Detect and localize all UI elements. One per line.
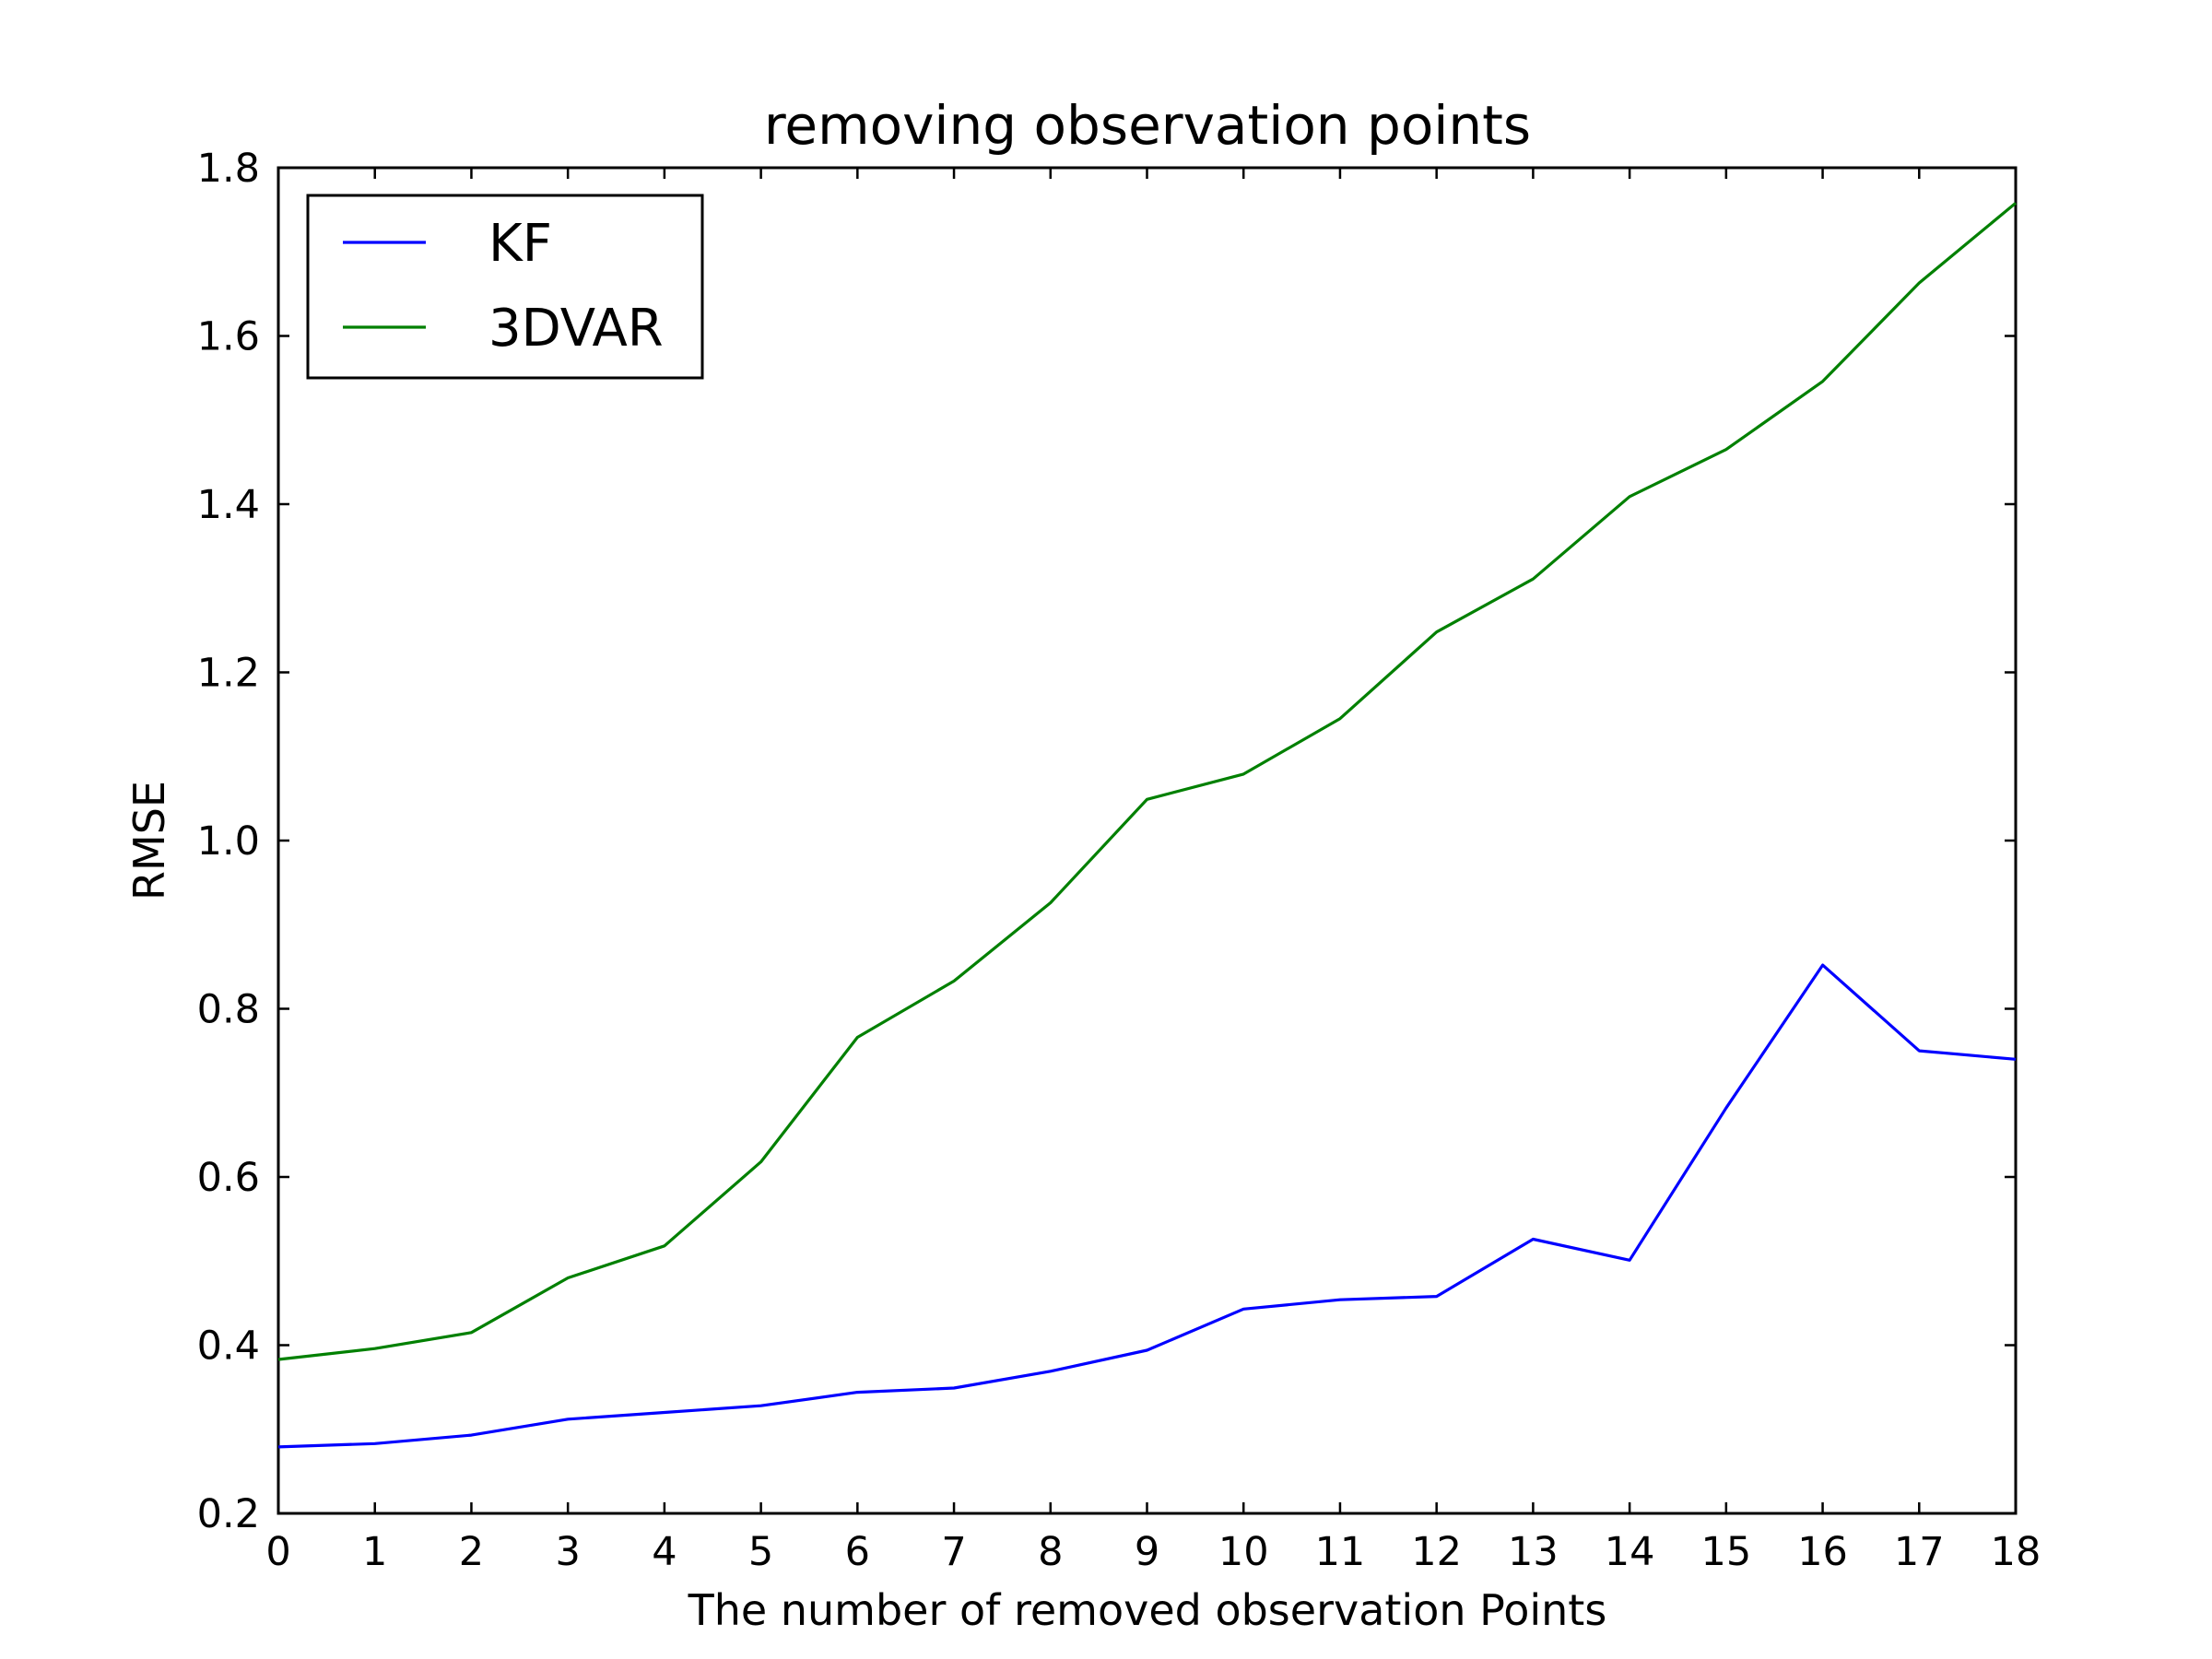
y-axis: 0.2 0.4 0.6 0.8 1.0 1.2 1.4 1.6 1.8 — [197, 146, 2016, 1537]
x-tick-label: 4 — [652, 1529, 677, 1575]
x-tick-label: 1 — [362, 1529, 387, 1575]
legend-box — [306, 194, 704, 380]
x-tick-label: 5 — [748, 1529, 773, 1575]
x-tick-label: 3 — [555, 1529, 580, 1575]
y-tick-label: 0.4 — [197, 1324, 260, 1370]
y-tick-label: 1.6 — [197, 314, 260, 360]
x-tick-label: 10 — [1218, 1529, 1269, 1575]
legend: KF 3DVAR — [306, 194, 704, 380]
y-axis-label: RMSE — [124, 781, 174, 900]
y-tick-label: 0.8 — [197, 987, 260, 1033]
x-tick-label: 12 — [1411, 1529, 1462, 1575]
x-tick-label: 0 — [265, 1529, 290, 1575]
y-tick-label: 1.8 — [197, 146, 260, 192]
y-tick-label: 0.6 — [197, 1155, 260, 1201]
x-axis: 0 1 2 3 4 5 6 7 8 9 10 11 12 13 14 15 16 17 18 — [265, 168, 2041, 1575]
y-tick-label: 1.2 — [197, 651, 260, 697]
y-tick-label: 1.0 — [197, 818, 260, 865]
legend-label-3dvar: 3DVAR — [488, 299, 664, 359]
y-tick-label: 1.4 — [197, 482, 260, 528]
x-tick-label: 9 — [1135, 1529, 1159, 1575]
x-tick-label: 14 — [1605, 1529, 1655, 1575]
x-tick-label: 16 — [1797, 1529, 1848, 1575]
chart-title: removing observation points — [764, 94, 1531, 157]
x-tick-label: 18 — [1991, 1529, 2041, 1575]
x-tick-label: 7 — [941, 1529, 966, 1575]
x-tick-label: 8 — [1038, 1529, 1063, 1575]
legend-label-kf: KF — [488, 214, 552, 274]
x-tick-label: 15 — [1700, 1529, 1751, 1575]
x-axis-label: The number of removed observation Points — [688, 1585, 1607, 1635]
series-line-kf — [277, 963, 2017, 1449]
x-tick-label: 13 — [1508, 1529, 1559, 1575]
x-tick-label: 6 — [845, 1529, 870, 1575]
x-tick-label: 11 — [1315, 1529, 1366, 1575]
series-layer — [277, 202, 2018, 1449]
x-tick-label: 17 — [1894, 1529, 1945, 1575]
x-tick-label: 2 — [459, 1529, 484, 1575]
series-line-3dvar — [277, 202, 2018, 1361]
y-tick-label: 0.2 — [197, 1491, 260, 1537]
